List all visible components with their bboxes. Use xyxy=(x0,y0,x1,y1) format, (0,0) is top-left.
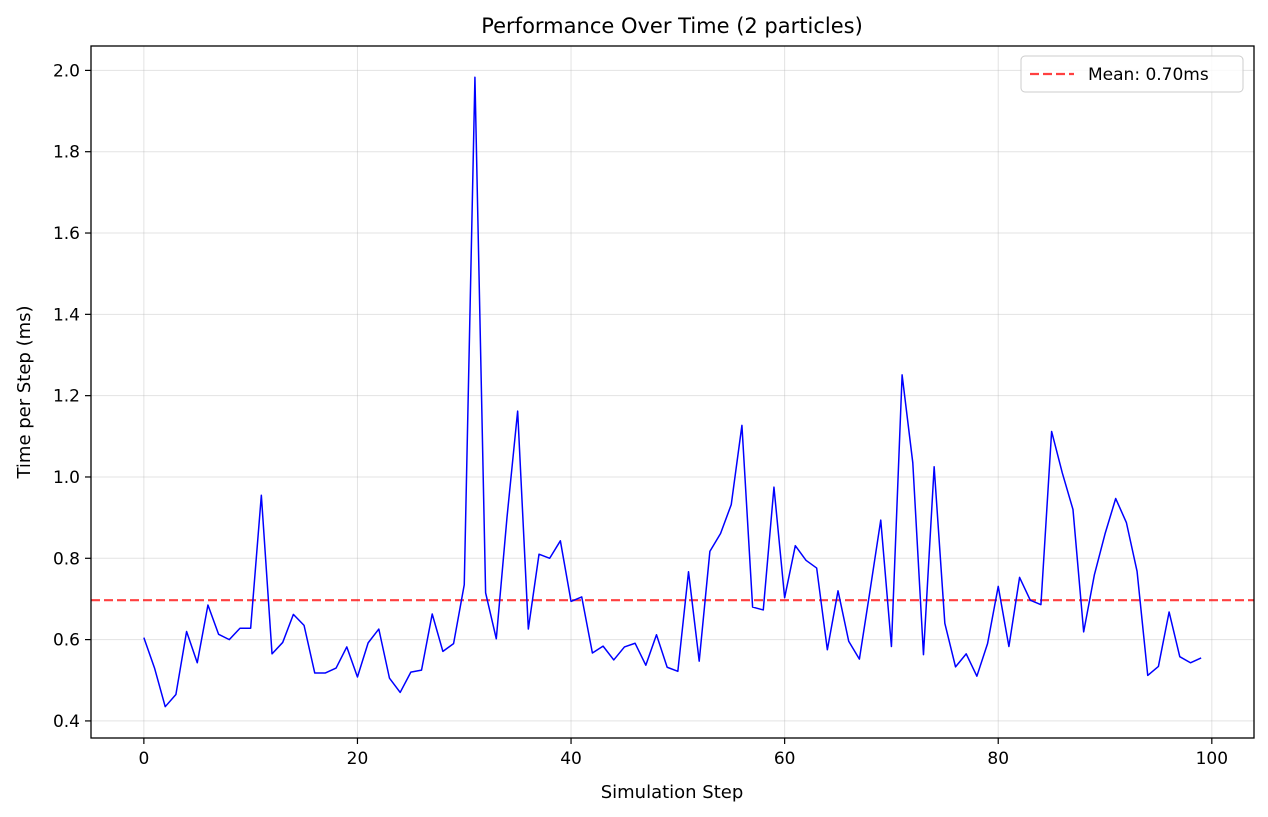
y-tick-label: 1.6 xyxy=(53,224,80,244)
y-axis-ticks: 0.4 0.6 0.8 1.0 1.2 1.4 1.6 1.8 2.0 xyxy=(53,61,91,732)
x-tick-label: 60 xyxy=(774,749,796,769)
x-tick-label: 0 xyxy=(138,749,149,769)
y-tick-label: 0.8 xyxy=(53,549,80,569)
y-tick-label: 2.0 xyxy=(53,61,80,81)
y-tick-label: 0.6 xyxy=(53,631,80,651)
series-layer xyxy=(143,76,1202,708)
grid xyxy=(91,46,1254,738)
x-tick-label: 20 xyxy=(347,749,369,769)
plot-frame xyxy=(90,45,1255,739)
y-tick-label: 0.4 xyxy=(53,712,80,732)
legend-mean-label: Mean: 0.70ms xyxy=(1088,65,1209,85)
y-tick-label: 1.8 xyxy=(53,143,80,163)
chart-title: Performance Over Time (2 particles) xyxy=(481,14,863,38)
x-tick-label: 100 xyxy=(1196,749,1228,769)
x-tick-label: 40 xyxy=(560,749,582,769)
x-tick-label: 80 xyxy=(987,749,1009,769)
timing-series-line xyxy=(143,76,1202,708)
y-axis-label: Time per Step (ms) xyxy=(14,305,35,479)
y-tick-label: 1.0 xyxy=(53,468,80,488)
legend: Mean: 0.70ms xyxy=(1020,55,1244,93)
x-axis-label: Simulation Step xyxy=(601,782,744,803)
legend-box xyxy=(1020,55,1244,93)
y-tick-label: 1.2 xyxy=(53,387,80,407)
y-tick-label: 1.4 xyxy=(53,305,80,325)
x-axis-ticks: 0 20 40 60 80 100 xyxy=(138,738,1228,769)
